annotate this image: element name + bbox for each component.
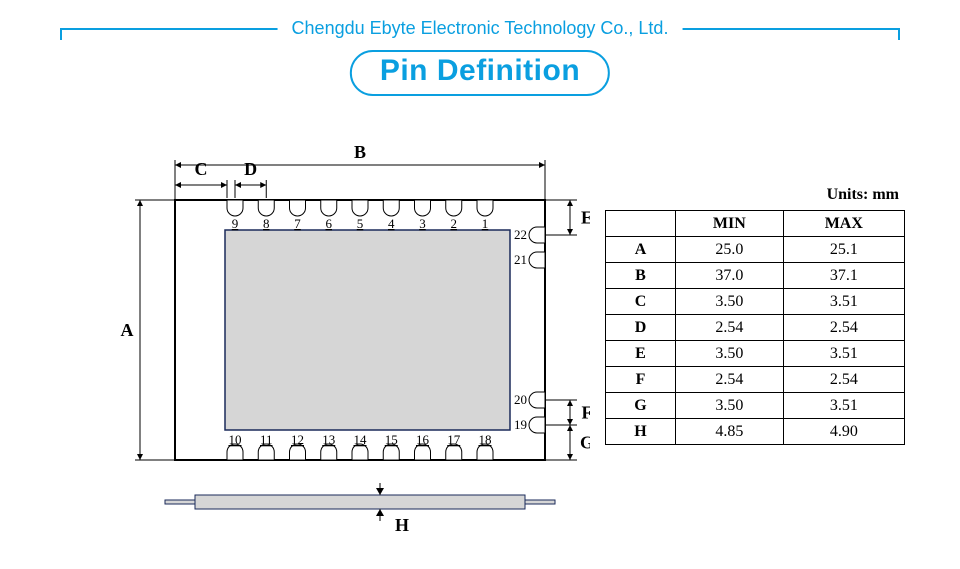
cell-max: 2.54 — [783, 315, 904, 341]
cell-min: 37.0 — [676, 263, 784, 289]
svg-text:11: 11 — [260, 432, 273, 447]
svg-text:2: 2 — [451, 216, 458, 231]
svg-text:9: 9 — [232, 216, 239, 231]
table-row: H4.854.90 — [606, 419, 905, 445]
cell-max: 2.54 — [783, 367, 904, 393]
svg-text:3: 3 — [419, 216, 426, 231]
svg-text:A: A — [121, 320, 134, 340]
module-dimension-drawing: 98765432110111213141516171822212019BACDE… — [120, 145, 590, 555]
svg-text:G: G — [580, 433, 590, 453]
table-row: D2.542.54 — [606, 315, 905, 341]
svg-text:14: 14 — [354, 432, 368, 447]
header-rule-drop-left — [60, 28, 62, 40]
cell-max: 37.1 — [783, 263, 904, 289]
cell-max: 3.51 — [783, 393, 904, 419]
page-title: Pin Definition — [380, 54, 580, 87]
dimension-table: MIN MAX A25.025.1B37.037.1C3.503.51D2.54… — [605, 210, 905, 445]
svg-text:15: 15 — [385, 432, 398, 447]
svg-text:C: C — [195, 159, 208, 179]
page-title-box: Pin Definition — [350, 50, 610, 96]
svg-text:1: 1 — [482, 216, 489, 231]
svg-text:13: 13 — [322, 432, 335, 447]
svg-text:6: 6 — [326, 216, 333, 231]
svg-text:22: 22 — [514, 227, 527, 242]
svg-text:17: 17 — [447, 432, 461, 447]
svg-text:19: 19 — [514, 417, 527, 432]
cell-label: A — [606, 237, 676, 263]
cell-min: 3.50 — [676, 393, 784, 419]
svg-text:12: 12 — [291, 432, 304, 447]
svg-text:7: 7 — [294, 216, 301, 231]
table-row: B37.037.1 — [606, 263, 905, 289]
cell-min: 2.54 — [676, 367, 784, 393]
table-row: A25.025.1 — [606, 237, 905, 263]
table-row: G3.503.51 — [606, 393, 905, 419]
svg-text:21: 21 — [514, 252, 527, 267]
svg-text:5: 5 — [357, 216, 364, 231]
cell-min: 3.50 — [676, 289, 784, 315]
diagram-svg: 98765432110111213141516171822212019BACDE… — [120, 145, 590, 555]
table-row: F2.542.54 — [606, 367, 905, 393]
cell-label: G — [606, 393, 676, 419]
svg-text:16: 16 — [416, 432, 430, 447]
svg-text:F: F — [582, 403, 591, 423]
table-row: E3.503.51 — [606, 341, 905, 367]
cell-max: 3.51 — [783, 341, 904, 367]
svg-text:4: 4 — [388, 216, 395, 231]
svg-text:H: H — [395, 515, 409, 535]
cell-max: 4.90 — [783, 419, 904, 445]
cell-label: F — [606, 367, 676, 393]
cell-min: 25.0 — [676, 237, 784, 263]
cell-max: 3.51 — [783, 289, 904, 315]
header-rule-drop-right — [898, 28, 900, 40]
table-body: A25.025.1B37.037.1C3.503.51D2.542.54E3.5… — [606, 237, 905, 445]
cell-label: D — [606, 315, 676, 341]
col-min: MIN — [676, 211, 784, 237]
col-blank — [606, 211, 676, 237]
cell-label: H — [606, 419, 676, 445]
cell-min: 3.50 — [676, 341, 784, 367]
svg-text:8: 8 — [263, 216, 270, 231]
dimension-table-wrap: Units: mm MIN MAX A25.025.1B37.037.1C3.5… — [605, 186, 905, 445]
cell-min: 2.54 — [676, 315, 784, 341]
svg-text:D: D — [244, 159, 257, 179]
svg-text:10: 10 — [229, 432, 242, 447]
svg-text:B: B — [354, 145, 366, 162]
col-max: MAX — [783, 211, 904, 237]
table-row: C3.503.51 — [606, 289, 905, 315]
units-label: Units: mm — [605, 186, 905, 204]
cell-label: E — [606, 341, 676, 367]
cell-min: 4.85 — [676, 419, 784, 445]
cell-max: 25.1 — [783, 237, 904, 263]
svg-text:18: 18 — [479, 432, 492, 447]
cell-label: C — [606, 289, 676, 315]
cell-label: B — [606, 263, 676, 289]
header-banner: Chengdu Ebyte Electronic Technology Co.,… — [0, 0, 960, 110]
company-name: Chengdu Ebyte Electronic Technology Co.,… — [278, 18, 683, 39]
svg-text:E: E — [581, 208, 590, 228]
svg-text:20: 20 — [514, 392, 527, 407]
table-header-row: MIN MAX — [606, 211, 905, 237]
